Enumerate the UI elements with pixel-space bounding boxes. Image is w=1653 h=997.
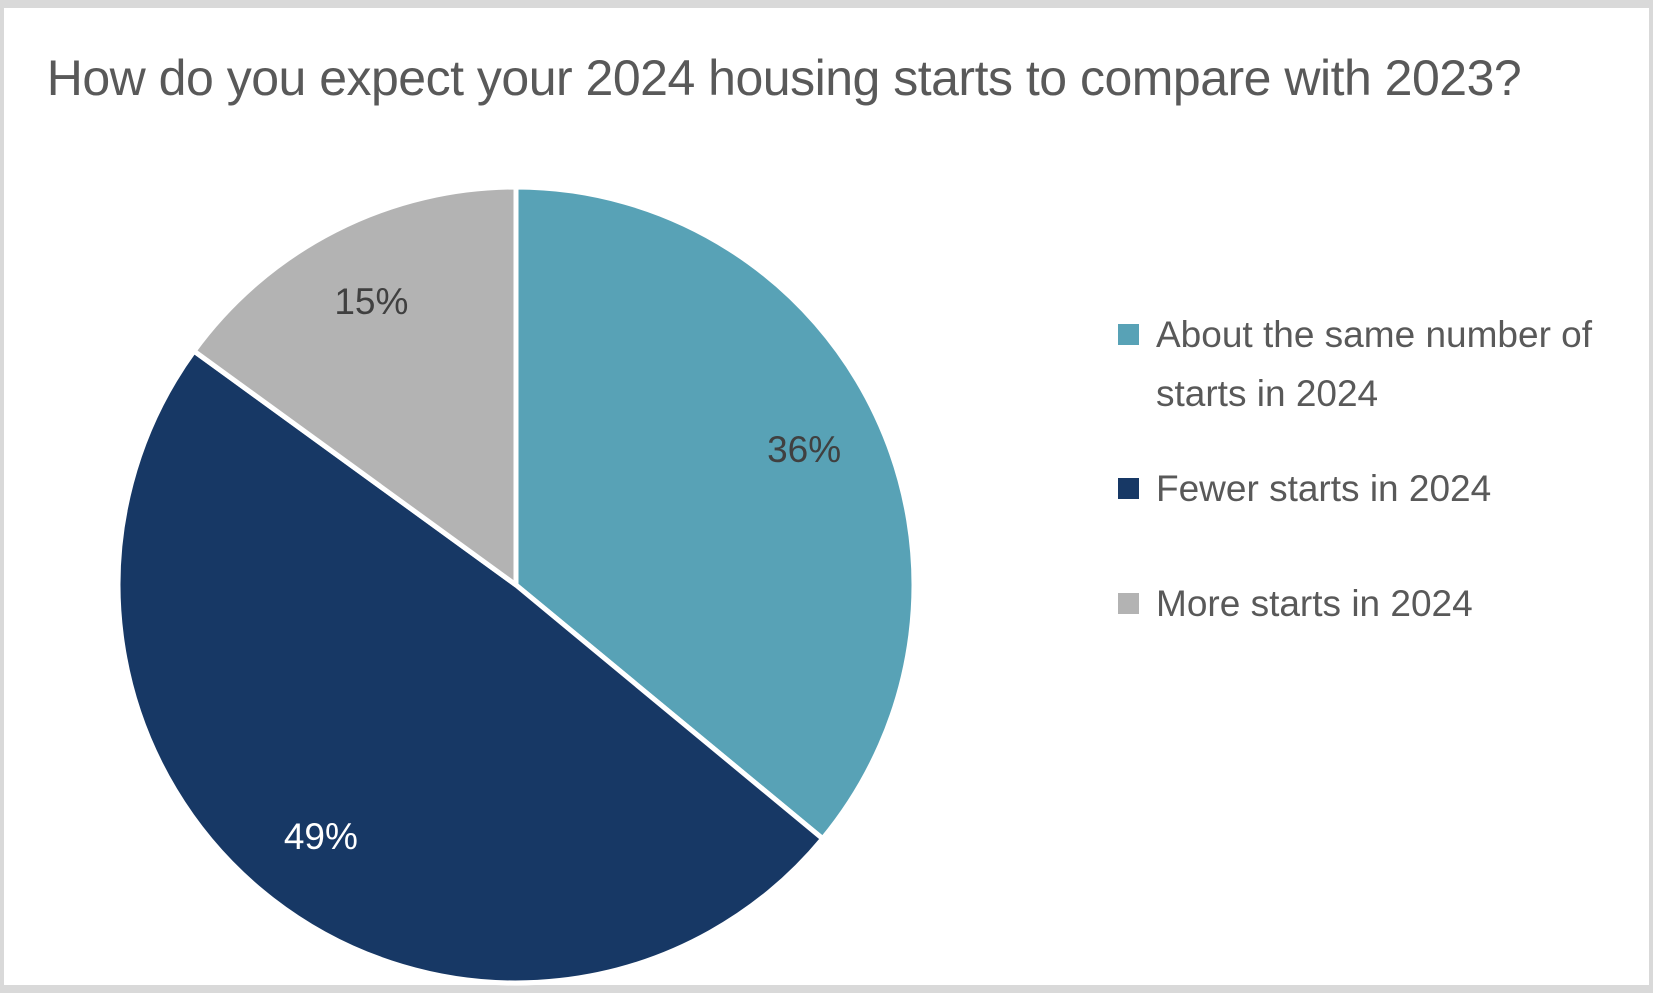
legend-swatch-icon [1118, 324, 1139, 345]
legend-item: About the same number of starts in 2024 [1118, 305, 1598, 423]
legend-item-label: More starts in 2024 [1156, 583, 1473, 624]
pie-data-label: 36% [767, 429, 841, 470]
pie-data-label: 15% [334, 281, 408, 322]
pie-slice-2 [191, 184, 519, 588]
pie-slice-0 [513, 184, 917, 842]
legend-item: More starts in 2024 [1118, 574, 1598, 633]
pie-slice-1 [115, 348, 826, 986]
chart-title: How do you expect your 2024 housing star… [46, 50, 1522, 106]
pie-data-label: 49% [284, 816, 358, 857]
pie-chart: 36% 49% 15% [115, 184, 917, 986]
legend: About the same number of starts in 2024 … [1118, 305, 1598, 633]
legend-swatch-icon [1118, 593, 1139, 614]
legend-item: Fewer starts in 2024 [1118, 459, 1598, 518]
legend-swatch-icon [1118, 478, 1139, 499]
legend-item-label: Fewer starts in 2024 [1156, 468, 1492, 509]
legend-item-label: About the same number of starts in 2024 [1156, 314, 1593, 414]
